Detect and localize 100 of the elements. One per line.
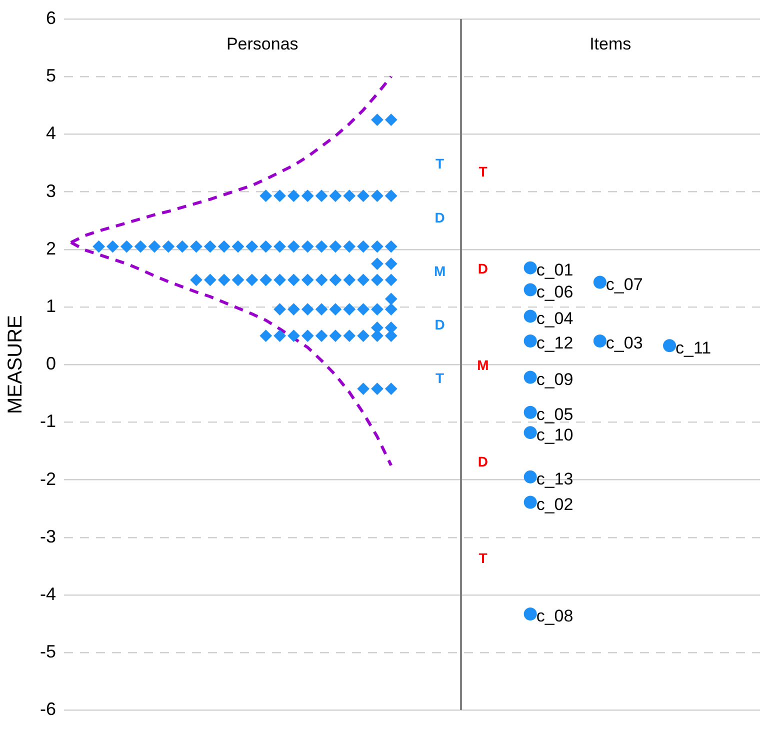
point <box>385 292 398 305</box>
point <box>371 303 384 316</box>
point <box>343 303 356 316</box>
point <box>148 240 160 253</box>
point <box>302 330 314 342</box>
point <box>524 370 537 384</box>
annotation: D <box>434 316 445 332</box>
point <box>274 190 286 202</box>
series-label: c_08 <box>536 606 574 626</box>
point <box>385 303 398 316</box>
point <box>385 382 398 395</box>
point <box>524 283 537 296</box>
point <box>288 274 300 286</box>
point <box>316 240 328 253</box>
point <box>329 330 342 342</box>
point <box>316 330 328 342</box>
point <box>274 330 286 342</box>
point <box>204 240 216 253</box>
y-tick-label: 5 <box>46 66 56 86</box>
annotation: T <box>478 164 488 180</box>
point <box>343 190 356 202</box>
y-tick-label: -5 <box>40 642 56 662</box>
point <box>357 330 370 342</box>
point <box>329 190 342 202</box>
annotation: M <box>434 262 446 279</box>
point <box>357 190 370 202</box>
point <box>343 330 356 342</box>
point <box>274 303 286 316</box>
point <box>357 240 370 253</box>
point <box>162 240 174 253</box>
point <box>246 240 258 253</box>
y-tick-label: -1 <box>40 411 56 432</box>
point <box>357 382 370 395</box>
point <box>524 334 537 348</box>
series-label: c_03 <box>606 334 643 353</box>
point <box>246 274 258 286</box>
point <box>302 274 314 286</box>
point <box>329 303 342 316</box>
point <box>371 274 384 286</box>
y-tick-label: 0 <box>46 354 56 374</box>
point <box>218 274 230 286</box>
point <box>288 303 300 316</box>
point <box>190 240 202 253</box>
series-label: c_01 <box>536 260 574 280</box>
series-label: c_10 <box>536 425 574 444</box>
point <box>260 330 272 342</box>
point <box>120 240 133 253</box>
point <box>371 240 384 253</box>
point <box>524 470 537 484</box>
point <box>316 274 328 286</box>
y-tick-label: -3 <box>40 526 56 546</box>
point <box>385 114 398 126</box>
point <box>302 303 314 316</box>
point <box>260 190 272 202</box>
point <box>288 240 300 253</box>
point <box>274 240 286 253</box>
series-label: c_13 <box>536 470 574 489</box>
point <box>316 190 328 202</box>
point <box>385 190 398 202</box>
point <box>371 258 384 270</box>
y-tick-label: -2 <box>40 468 56 489</box>
y-tick-label: 6 <box>46 8 56 28</box>
y-tick-label: 4 <box>46 123 56 144</box>
annotation: Items <box>590 34 632 54</box>
y-axis-title: MEASURE <box>4 315 27 414</box>
point <box>106 240 119 253</box>
annotation: D <box>478 260 488 276</box>
point <box>357 303 370 316</box>
y-tick-label: 1 <box>46 296 56 316</box>
series-label: c_12 <box>536 334 574 353</box>
point <box>524 426 537 440</box>
y-tick-label: 2 <box>46 238 56 258</box>
y-tick-label: 3 <box>46 180 56 201</box>
y-tick-label: -6 <box>40 699 56 720</box>
point <box>329 274 342 286</box>
annotation: T <box>436 156 445 172</box>
point <box>288 190 300 202</box>
point <box>385 240 398 253</box>
point <box>385 258 398 270</box>
point <box>176 240 188 253</box>
point <box>371 190 384 202</box>
point <box>371 382 384 395</box>
point <box>288 330 300 342</box>
point <box>524 608 537 621</box>
point <box>593 334 606 348</box>
point <box>260 240 272 253</box>
annotation: T <box>478 550 488 566</box>
series-label: c_07 <box>606 274 643 294</box>
point <box>385 274 398 286</box>
point <box>524 496 537 509</box>
point <box>343 274 356 286</box>
point <box>524 261 537 274</box>
annotation: D <box>434 209 445 226</box>
series-label: c_04 <box>536 308 574 328</box>
point <box>329 240 342 253</box>
annotation: T <box>436 370 445 386</box>
y-tick-label: -4 <box>40 584 56 604</box>
point <box>371 114 384 126</box>
point <box>316 303 328 316</box>
point <box>260 274 272 286</box>
